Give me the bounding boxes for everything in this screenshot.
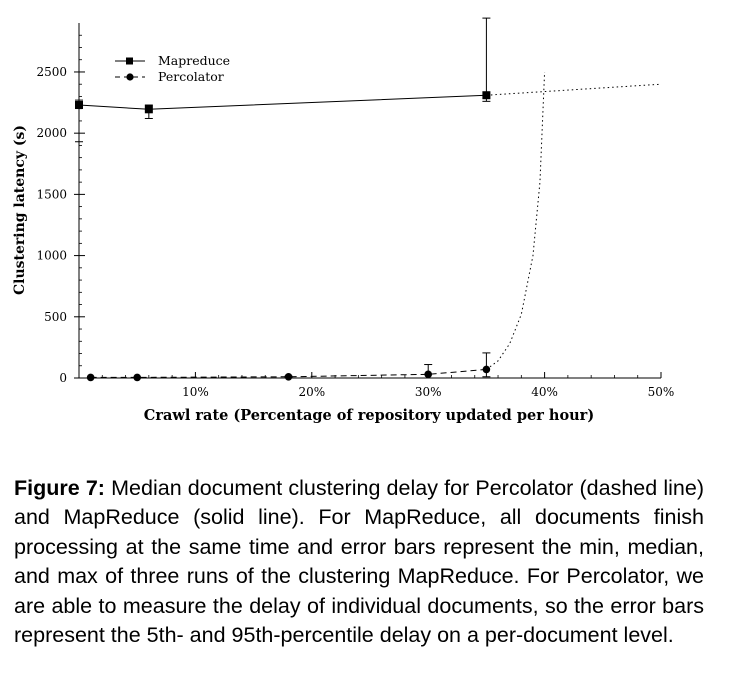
figure-caption: Figure 7: Median document clustering del… <box>14 474 704 650</box>
legend-mapreduce-label: Mapreduce <box>158 53 230 68</box>
y-tick-label: 0 <box>59 371 67 385</box>
chart-legend: Mapreduce Percolator <box>115 53 230 84</box>
x-tick-label: 40% <box>531 385 558 399</box>
mapreduce-point <box>75 101 83 110</box>
chart-axes: 0 500 1000 1500 2000 2500 10% 20% 30% 40% 50% <box>36 23 674 399</box>
percolator-point <box>284 372 293 381</box>
percolator-point <box>133 373 141 382</box>
legend-percolator-marker <box>126 73 134 81</box>
chart-plot-area <box>75 17 662 382</box>
clustering-latency-chart: 0 500 1000 1500 2000 2500 10% 20% 30% 40% 50% Clus… <box>12 17 674 424</box>
y-tick-label: 1000 <box>36 249 67 263</box>
y-tick-label: 1500 <box>36 187 67 201</box>
mapreduce-extrapolation-line <box>486 83 662 96</box>
caption-text: Median document clustering delay for Per… <box>14 476 704 648</box>
y-axis-label: Clustering latency (s) <box>12 125 28 295</box>
y-tick-label: 2000 <box>36 126 67 140</box>
percolator-extrapolation-line <box>486 71 546 370</box>
x-tick-label: 30% <box>415 385 442 399</box>
percolator-point <box>424 370 433 379</box>
percolator-series-line <box>90 368 487 378</box>
caption-label: Figure 7: <box>14 476 105 500</box>
mapreduce-point <box>144 105 153 114</box>
percolator-point <box>482 365 491 374</box>
y-tick-label: 500 <box>44 310 67 324</box>
legend-mapreduce-marker <box>126 57 133 65</box>
x-tick-label: 20% <box>298 385 325 399</box>
mapreduce-series-line <box>78 94 487 110</box>
y-tick-label: 2500 <box>36 65 67 79</box>
percolator-point <box>86 373 95 382</box>
mapreduce-point <box>482 91 491 100</box>
legend-percolator-label: Percolator <box>158 69 224 84</box>
x-axis-label: Crawl rate (Percentage of repository upd… <box>144 407 594 424</box>
x-tick-label: 50% <box>648 385 675 399</box>
x-tick-label: 10% <box>182 385 209 399</box>
